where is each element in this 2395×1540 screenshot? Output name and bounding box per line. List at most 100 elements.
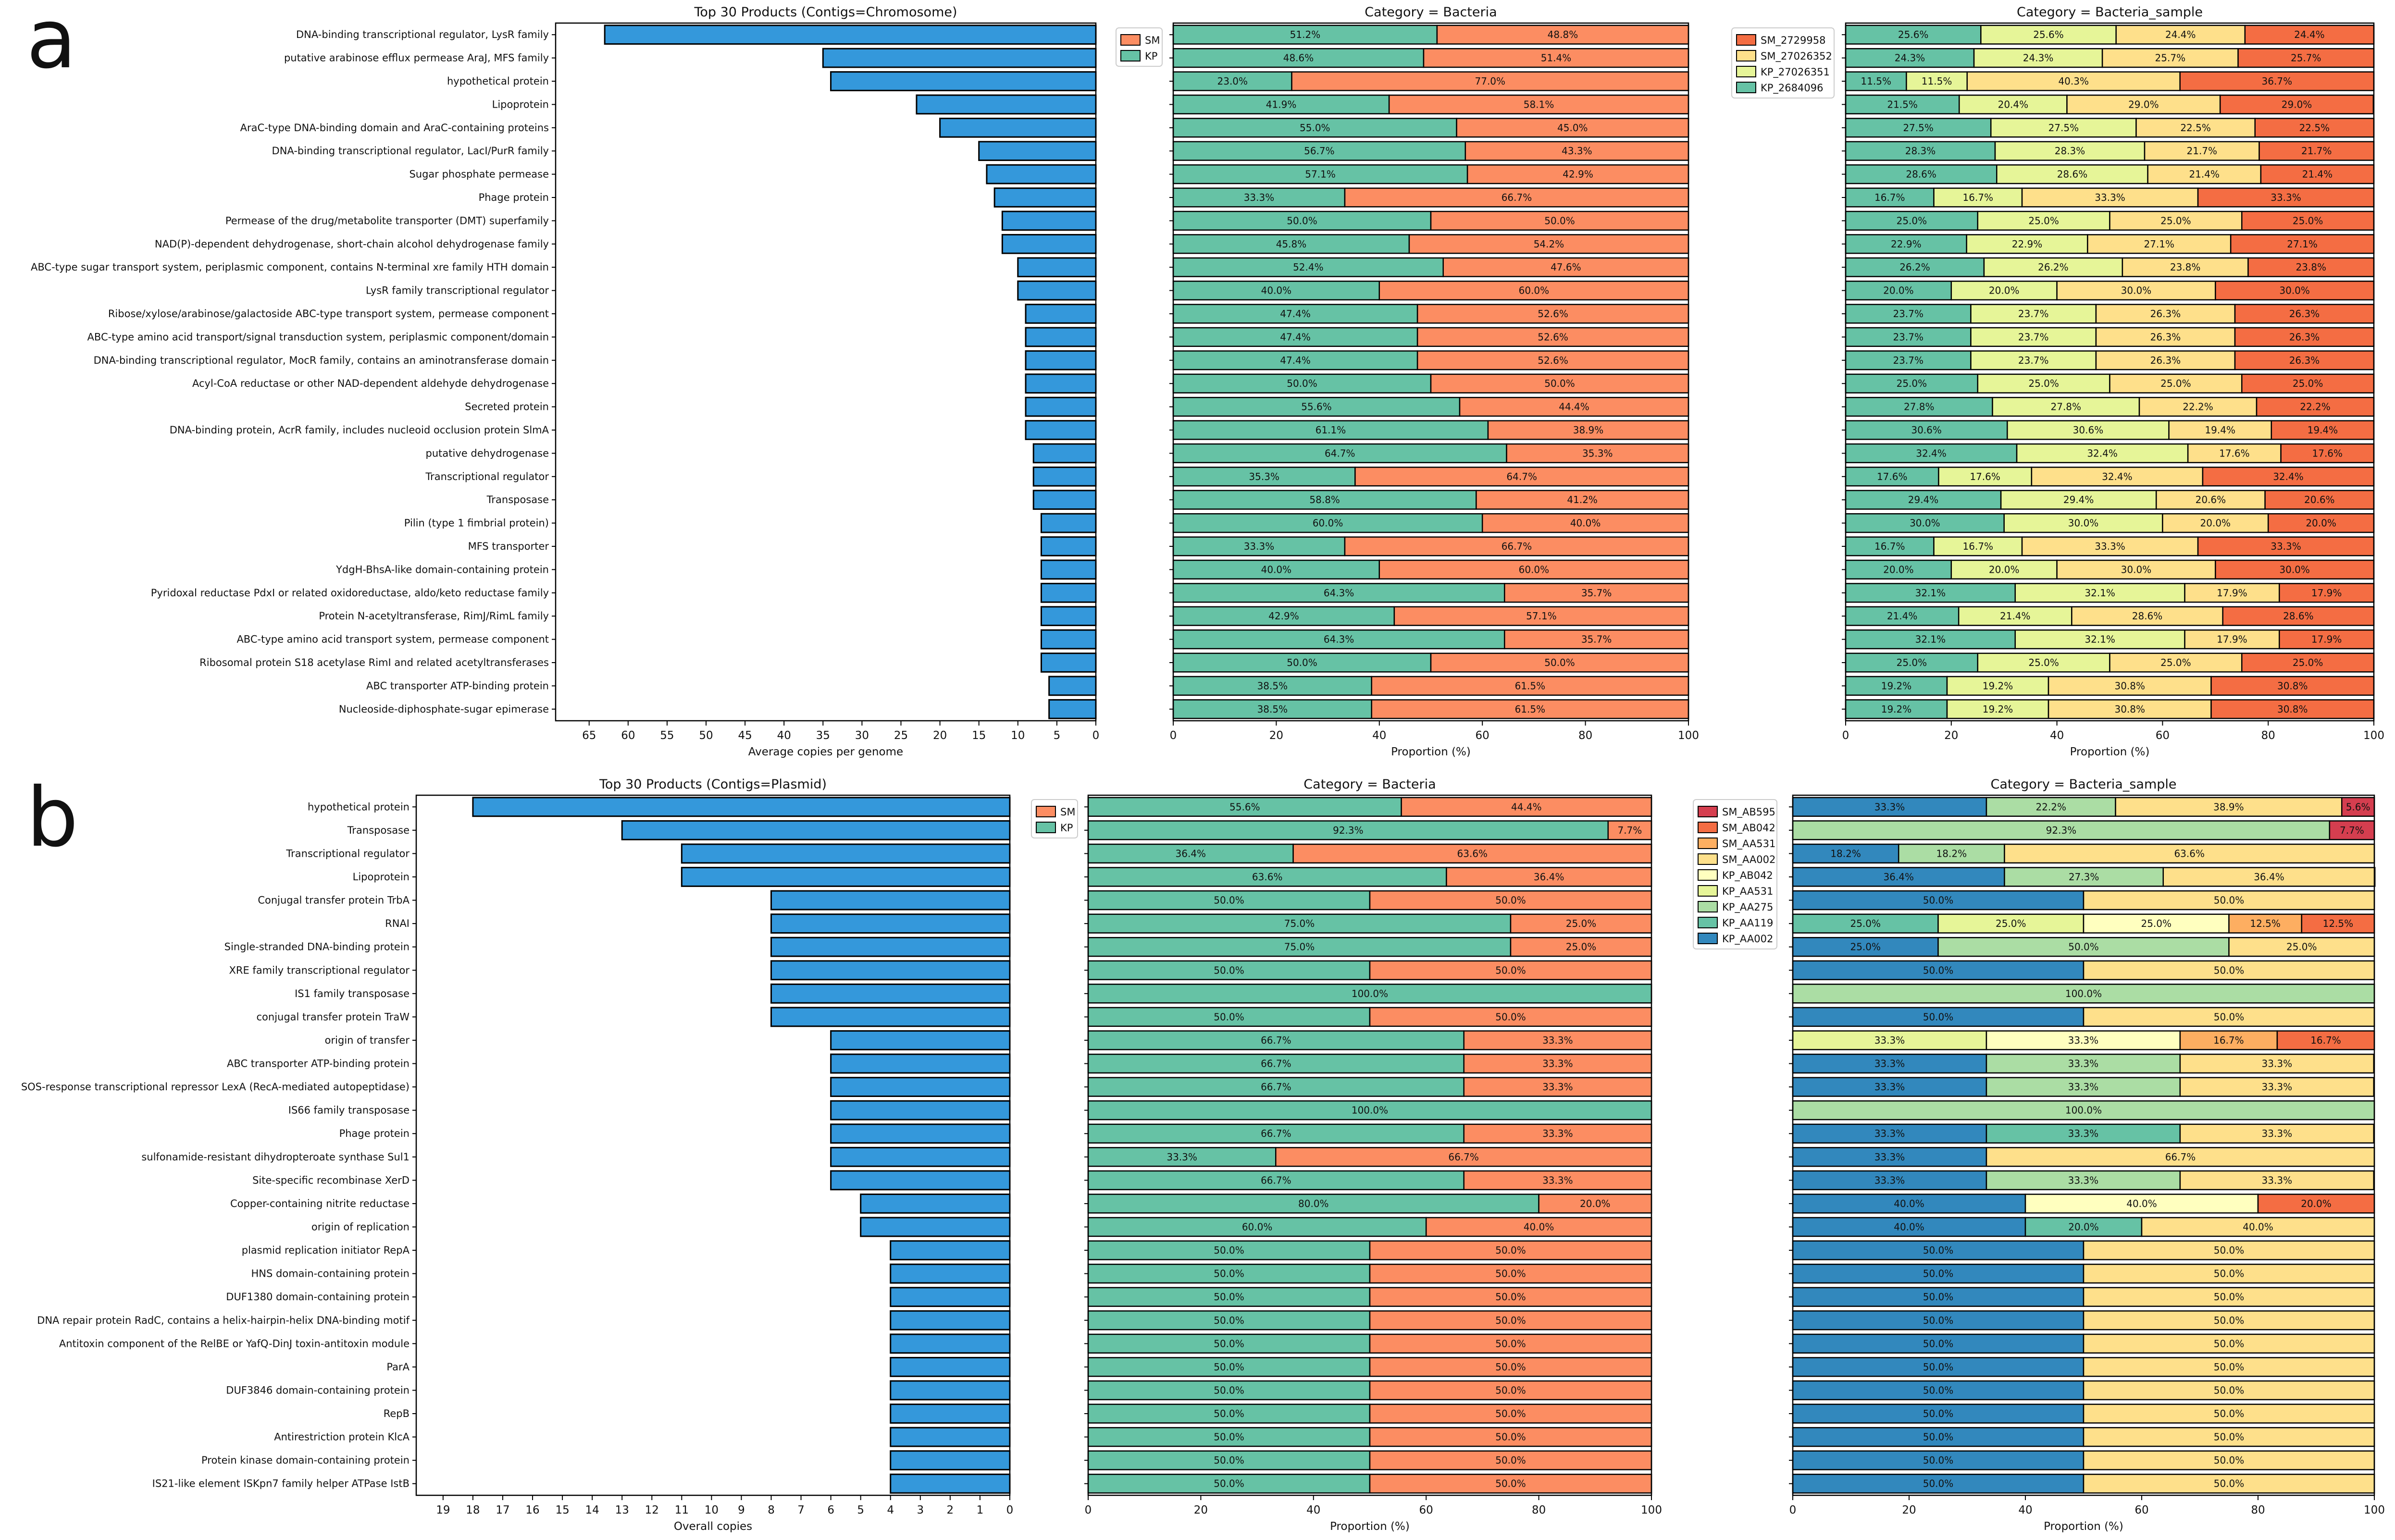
legend-label: SM_27026352: [1761, 50, 1832, 62]
chart-title: Category = Bacteria_sample: [2017, 5, 2203, 20]
bar-segment-sm_27026352: [2056, 559, 2216, 580]
segment-label: 33.3%: [2068, 1128, 2099, 1139]
segment-label: 50.0%: [2214, 1291, 2245, 1303]
segment-label: 20.0%: [2200, 517, 2231, 529]
x-tick-label: 80: [2251, 1504, 2265, 1516]
chart-b_bacteria: Category = Bacteria 55.6% 44.4% 92.3% 7.7% 36…: [1031, 777, 1662, 1533]
segment-label: 35.7%: [1581, 634, 1612, 645]
segment-label: 27.5%: [1903, 122, 1934, 134]
category-label: conjugal transfer protein TraW: [257, 1011, 410, 1023]
segment-label: 18.2%: [1936, 848, 1967, 859]
segment-label: 18.2%: [1830, 848, 1861, 859]
segment-label: 33.3%: [2262, 1128, 2293, 1139]
segment-label: 50.0%: [1544, 215, 1575, 226]
bar: [1032, 466, 1097, 487]
bar: [1032, 490, 1097, 510]
segment-label: 16.7%: [2213, 1035, 2244, 1046]
bar-segment-sm_aa002: [2083, 1450, 2375, 1470]
bar: [1025, 420, 1097, 440]
category-label: ABC-type amino acid transport system, pe…: [236, 634, 549, 645]
bar-segment-sm: [1369, 1474, 1652, 1494]
bar-segment-sm_27026352: [2021, 536, 2199, 556]
segment-label: 28.3%: [2055, 145, 2085, 157]
segment-label: 40.0%: [2243, 1221, 2273, 1232]
segment-label: 33.3%: [1874, 1174, 1905, 1186]
segment-label: 50.0%: [2068, 941, 2099, 953]
segment-label: 32.1%: [2085, 634, 2115, 645]
category-label: DNA-binding transcriptional regulator, M…: [94, 355, 549, 366]
segment-label: 33.3%: [1542, 1081, 1573, 1093]
bar-segment-sm_aa002: [2228, 937, 2375, 957]
segment-label: 50.0%: [1495, 1338, 1526, 1349]
bar-segment-kp: [1087, 937, 1512, 957]
bar: [1025, 350, 1097, 370]
legend-swatch: [1736, 34, 1756, 46]
bar-segment-sm_aa002: [1985, 1147, 2375, 1167]
legend: SM KP: [1031, 799, 1078, 838]
bar-segment-sm_27026352: [2056, 280, 2216, 301]
bar-segment-sm_2729958: [2280, 443, 2375, 464]
bar-segment-sm: [1354, 467, 1689, 487]
category-label: RepB: [384, 1408, 410, 1419]
segment-label: 50.0%: [1923, 1384, 1954, 1396]
x-tick-label: 15: [555, 1504, 569, 1516]
x-tick-label: 20: [1944, 729, 1958, 742]
x-tick-label: 0: [1092, 729, 1100, 742]
segment-label: 36.7%: [2262, 75, 2293, 87]
x-axis-label: Proportion (%): [1391, 746, 1471, 758]
x-tick-label: 13: [615, 1504, 629, 1516]
bar-segment-sm: [1463, 1053, 1652, 1074]
segment-label: 55.6%: [1301, 401, 1332, 413]
bar: [890, 1427, 1011, 1447]
bar: [993, 187, 1097, 208]
bar-segment-kp_27026351: [1966, 234, 2088, 254]
segment-label: 30.8%: [2114, 703, 2145, 715]
bar-segment-sm_27026352: [2187, 443, 2282, 464]
bar: [1032, 443, 1097, 464]
x-tick-label: 6: [827, 1504, 834, 1516]
bar-segment-kp: [1087, 1287, 1371, 1307]
segment-label: 50.0%: [1923, 1431, 1954, 1443]
legend-swatch: [1698, 885, 1718, 897]
bar-segment-sm_2729958: [2254, 118, 2375, 138]
segment-label: 32.4%: [2273, 471, 2304, 482]
segment-label: 32.4%: [1916, 447, 1947, 459]
bar-segment-kp_aa275: [1898, 843, 2005, 864]
bar-segment-kp_27026351: [1977, 210, 2110, 231]
segment-label: 50.0%: [1495, 895, 1526, 906]
segment-label: 28.6%: [1906, 169, 1936, 180]
legend-label: SM_2729958: [1761, 35, 1825, 47]
x-tick-label: 5: [857, 1504, 864, 1516]
segment-label: 17.9%: [2311, 587, 2342, 599]
segment-label: 50.0%: [1544, 657, 1575, 668]
segment-label: 50.0%: [1214, 1315, 1244, 1326]
segment-label: 24.4%: [2165, 29, 2196, 40]
category-label: IS1 family transposase: [295, 988, 410, 999]
category-label: ParA: [386, 1361, 410, 1373]
chart-title: Category = Bacteria: [1365, 5, 1497, 20]
x-tick-label: 14: [585, 1504, 599, 1516]
segment-label: 20.0%: [2068, 1221, 2099, 1232]
bar-segment-sm: [1369, 1263, 1652, 1284]
bar-segment-sm_aa002: [2083, 1474, 2375, 1494]
category-label: hypothetical protein: [447, 75, 549, 87]
bar-segment-kp_27026351: [1950, 559, 2058, 580]
axes-frame: [555, 22, 1097, 722]
bar-segment-kp: [1087, 913, 1512, 934]
segment-label: 50.0%: [1214, 1454, 1244, 1466]
segment-label: 23.7%: [2018, 331, 2049, 343]
x-tick-label: 0: [1789, 1504, 1797, 1516]
bar-segment-kp_27026351: [1933, 536, 2023, 556]
segment-label: 33.3%: [1542, 1128, 1573, 1139]
category-label: DNA-binding transcriptional regulator, L…: [272, 145, 549, 157]
bar-segment-sm: [1369, 960, 1652, 980]
bar-segment-sm_27026352: [2095, 304, 2236, 324]
legend-swatch: [1698, 822, 1718, 833]
category-label: Permease of the drug/metabolite transpor…: [225, 215, 549, 226]
segment-label: 20.0%: [1989, 285, 2020, 296]
category-label: DUF3846 domain-containing protein: [226, 1384, 410, 1396]
segment-label: 30.6%: [2073, 424, 2104, 436]
segment-label: 19.2%: [1983, 703, 2013, 715]
segment-label: 50.0%: [1923, 1478, 1954, 1490]
segment-label: 45.8%: [1276, 238, 1307, 250]
